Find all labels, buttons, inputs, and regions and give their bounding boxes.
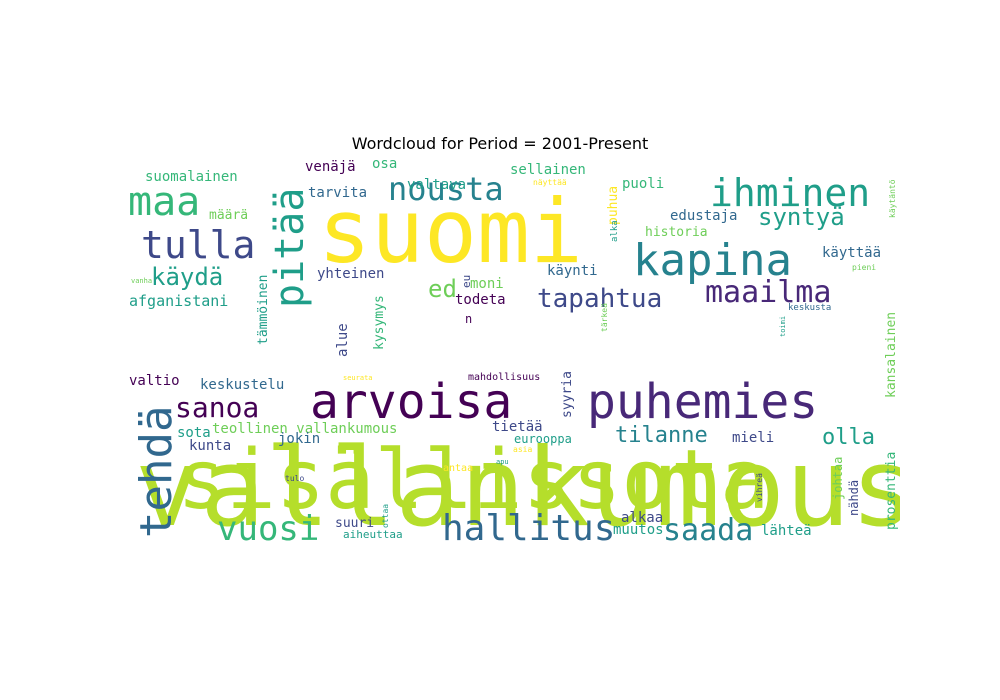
word-2: sisällissota <box>177 433 769 528</box>
word-25: venäjä <box>305 160 356 175</box>
word-62: eu <box>460 275 473 288</box>
word-32: historia <box>645 225 708 240</box>
word-58: johtaa <box>831 457 845 500</box>
wordcloud-area: vallankumous suomi sisällissota arvoisa puhe… <box>125 160 900 545</box>
word-10: nousta <box>388 170 504 208</box>
word-42: sota <box>177 425 211 441</box>
word-23: afganistani <box>129 292 228 310</box>
word-33: käyttää <box>822 245 881 261</box>
word-0: vallankumous <box>135 426 900 545</box>
word-14: vuosi <box>217 509 319 545</box>
word-12: hallitus <box>442 508 615 545</box>
word-64: mahdollisuus <box>468 372 540 383</box>
word-31: edustaja <box>670 208 737 224</box>
word-79: apu <box>496 458 509 466</box>
word-73: käytäntö <box>888 179 897 218</box>
word-52: tämmöinen <box>256 275 271 345</box>
word-18: käydä <box>151 263 223 291</box>
word-78: ottaa <box>381 504 390 528</box>
word-17: tapahtua <box>537 284 662 314</box>
word-46: mieli <box>732 430 774 446</box>
word-16: sanoa <box>175 391 259 424</box>
word-76: seurata <box>343 374 373 382</box>
word-9: pitää <box>267 188 313 308</box>
word-13: tehdä <box>131 406 182 538</box>
word-69: antaa <box>443 463 473 474</box>
word-53: kysymys <box>372 295 387 350</box>
word-41: teollinen vallankumous <box>212 421 397 437</box>
word-72: näyttää <box>533 178 567 187</box>
word-5: kapina <box>633 235 792 286</box>
word-36: moni <box>470 276 504 292</box>
word-24: suomalainen <box>145 169 238 185</box>
word-40: valtio <box>129 373 180 389</box>
word-44: jokin <box>278 431 320 447</box>
word-38: todeta <box>455 292 506 308</box>
word-65: keskusta <box>788 303 831 313</box>
word-34: puoli <box>622 176 664 192</box>
word-21: olla <box>822 425 875 450</box>
word-51: lähteä <box>761 523 812 539</box>
word-70: vihreä <box>755 473 764 502</box>
word-26: osa <box>372 160 397 172</box>
word-6: ihminen <box>710 171 870 215</box>
word-56: puhua <box>606 186 621 225</box>
word-45: tietää <box>492 419 543 435</box>
word-48: aiheuttaa <box>343 528 403 541</box>
word-63: n <box>465 312 472 326</box>
word-30: määrä <box>209 208 248 223</box>
word-7: maa <box>128 179 200 225</box>
word-54: alue <box>335 323 351 357</box>
word-28: sellainen <box>510 162 586 178</box>
word-50: muutos <box>613 522 664 538</box>
word-60: nähdä <box>847 480 861 516</box>
word-29: tarvita <box>308 185 367 201</box>
word-71: alka <box>610 220 620 242</box>
word-47: suuri <box>335 516 374 531</box>
chart-title: Wordcloud for Period = 2001-Present <box>351 134 649 153</box>
word-37: käynti <box>547 263 598 279</box>
word-74: tärkeä <box>600 303 609 332</box>
word-43: kunta <box>189 438 231 454</box>
word-3: arvoisa <box>310 374 512 430</box>
word-66: pieni <box>852 263 876 272</box>
word-39: keskustelu <box>200 377 284 393</box>
word-4: puhemies <box>587 374 818 430</box>
word-59: prosenttia <box>884 452 899 530</box>
word-20: tilanne <box>615 423 708 448</box>
word-35: yhteinen <box>317 266 384 282</box>
word-19: syntyä <box>758 203 845 231</box>
word-8: tulla <box>141 223 255 267</box>
word-27: valtava <box>407 177 466 193</box>
word-67: vanha <box>131 277 152 285</box>
word-49: alkaa <box>621 510 663 526</box>
word-61: eurooppa <box>514 432 572 446</box>
word-57: kansalainen <box>884 312 899 398</box>
word-55: syyria <box>560 371 575 418</box>
word-75: toimi <box>779 316 787 337</box>
word-68: tulo <box>285 474 304 483</box>
word-77: asia <box>513 445 532 454</box>
word-11: maailma <box>705 275 831 310</box>
word-15: saada <box>663 513 753 545</box>
word-1: suomi <box>318 180 583 283</box>
word-22: ed <box>428 275 457 303</box>
